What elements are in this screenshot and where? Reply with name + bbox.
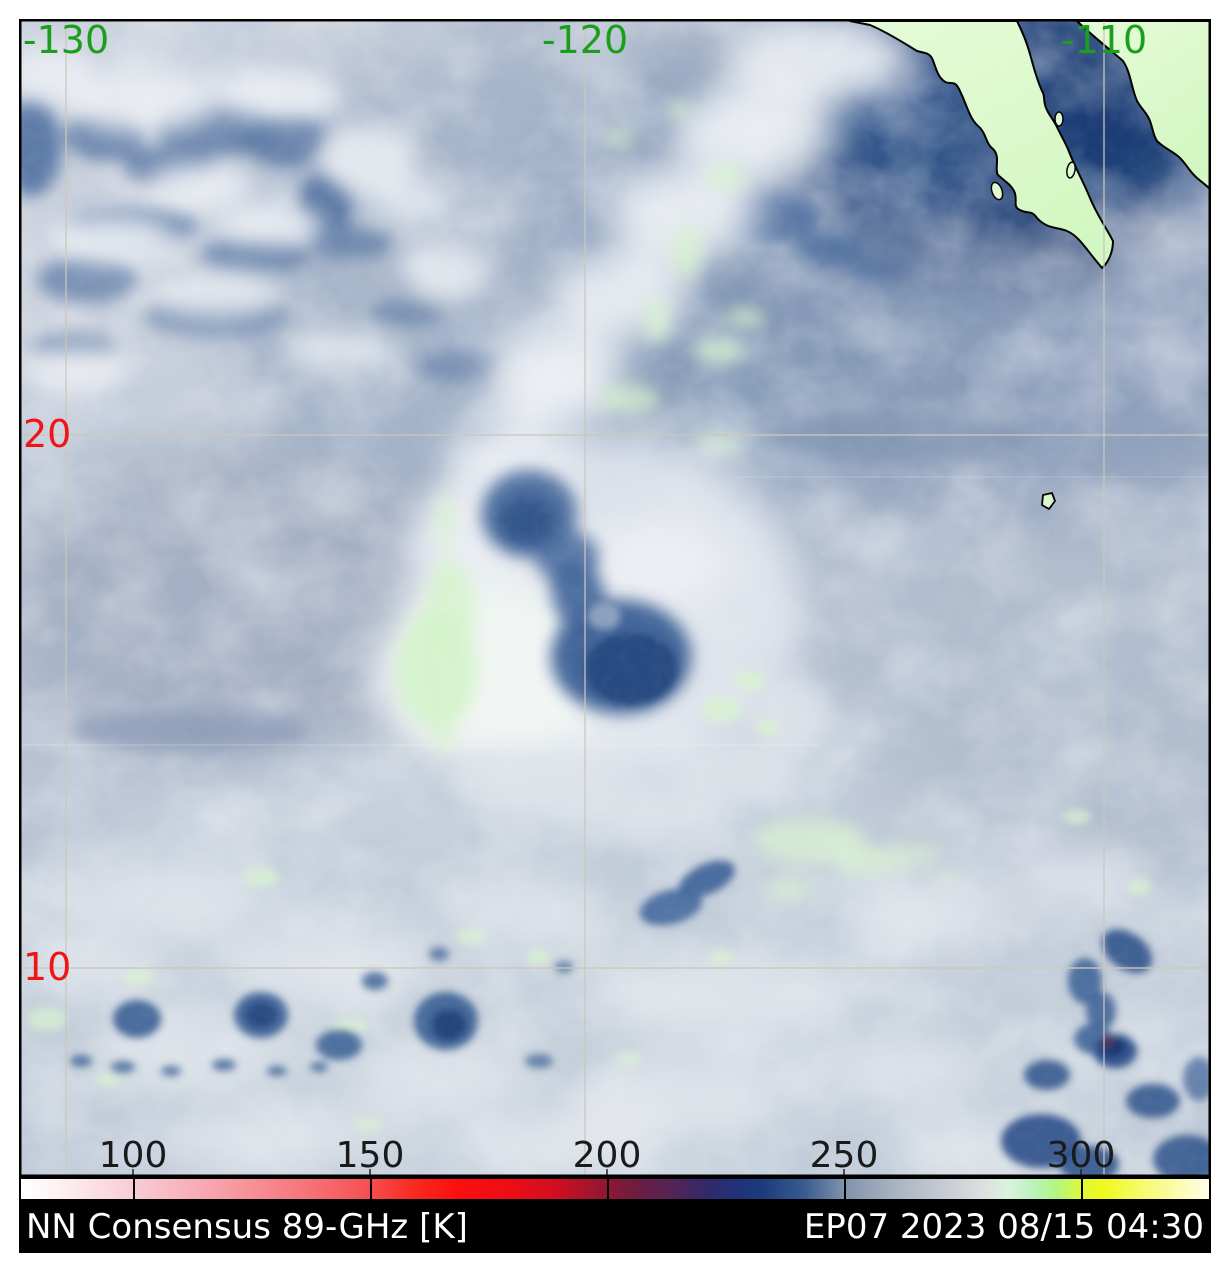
sensor-grain-layer: [19, 19, 1211, 1177]
graticule-gridlines: [19, 19, 1211, 1177]
title-bar: NN Consensus 89-GHz [K] EP07 2023 08/15 …: [19, 1201, 1211, 1253]
colorbar-divider-100: [133, 1179, 135, 1199]
colorbar-divider-250: [844, 1179, 846, 1199]
colorbar-divider-300: [1081, 1179, 1083, 1199]
colorbar-divider-150: [370, 1179, 372, 1199]
map-border: [19, 19, 1211, 1177]
colorbar-divider-200: [607, 1179, 609, 1199]
satellite-map-panel: -130 -120 -110 20 10 100 150 200 250 300: [19, 19, 1211, 1177]
product-label: NN Consensus 89-GHz [K]: [26, 1207, 468, 1247]
brightness-temperature-colorbar: [19, 1177, 1211, 1201]
satellite-image: [19, 19, 1211, 1177]
storm-timestamp-label: EP07 2023 08/15 04:30: [803, 1207, 1204, 1247]
